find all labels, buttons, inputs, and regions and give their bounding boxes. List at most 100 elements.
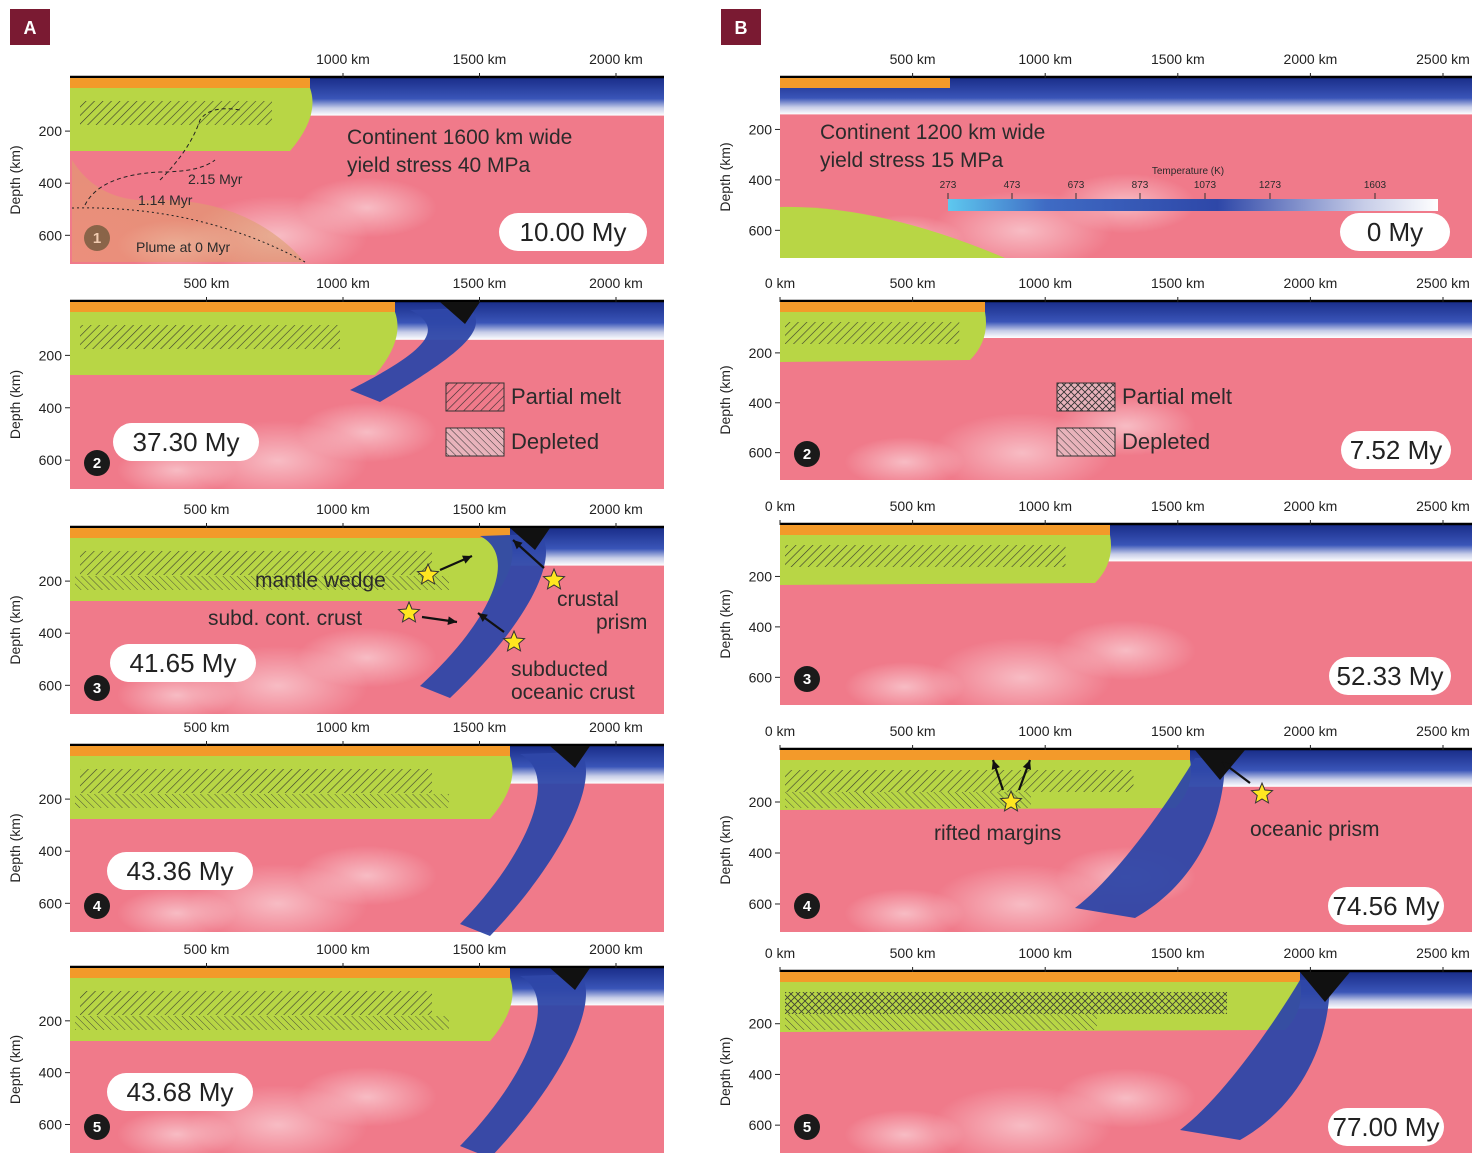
arrow-oceanic-prism-head	[1222, 762, 1232, 771]
subpanel-number-circle	[84, 675, 110, 701]
time-badge-box	[1328, 1108, 1444, 1146]
x-tick-label: 1500 km	[453, 719, 507, 735]
partial-melt-region	[785, 545, 1066, 567]
time-badge-box	[1341, 431, 1451, 469]
x-tick-label: 1500 km	[453, 275, 507, 291]
colorbar	[948, 199, 1438, 211]
time-badge-box	[1328, 887, 1444, 925]
x-tick-label: 1000 km	[1018, 51, 1072, 67]
mantle-swirl	[116, 1109, 237, 1153]
column-b: 200 400 600 Depth (km) 500 km 1000 km 1500 km 2…	[717, 51, 1472, 1153]
depth-tick-label: 200	[749, 568, 773, 584]
continental-crust	[780, 302, 985, 312]
depleted-region	[75, 794, 449, 808]
star-mantle-wedge	[416, 562, 440, 585]
subpanel-number-circle	[84, 893, 110, 919]
subducting-slab	[350, 308, 476, 402]
subpanel-number: 2	[803, 446, 811, 463]
legend-depleted: Depleted	[511, 429, 599, 454]
depth-tick-label: 200	[749, 794, 773, 810]
mantle-swirl	[844, 661, 965, 712]
depth-tick-label: 600	[39, 1116, 63, 1132]
depth-axis-label: Depth (km)	[717, 1037, 733, 1106]
sediment-prism	[1300, 972, 1350, 1002]
time-badge-box	[113, 423, 259, 461]
annotation-subd-cont-crust: subd. cont. crust	[208, 607, 362, 630]
x-tick-label: 2000 km	[1284, 723, 1338, 739]
sediment-prism	[1195, 750, 1245, 780]
x-tick-label: 500 km	[184, 719, 230, 735]
depth-tick-label: 600	[749, 669, 773, 685]
plume-contour-0	[71, 207, 306, 263]
subducting-slab	[460, 974, 586, 1153]
x-tick-label: 500 km	[890, 275, 936, 291]
depth-tick-label: 200	[39, 791, 63, 807]
x-tick-label: 1500 km	[453, 51, 507, 67]
time-badge: 74.56 My	[1333, 891, 1440, 921]
depth-tick-label: 200	[749, 345, 773, 361]
time-badge: 10.00 My	[520, 217, 627, 247]
colorbar-tick-label: 473	[1004, 180, 1021, 191]
legend-b-partial-melt: Partial melt	[1122, 384, 1232, 409]
mantle-swirl	[844, 1109, 965, 1153]
plume-contour-1	[84, 159, 216, 206]
arrow-rifted-margin-1-head	[991, 760, 1000, 770]
star-oceanic-prism	[1250, 781, 1274, 804]
panel-label-b-box	[721, 9, 761, 45]
plume-contour-2	[159, 108, 241, 181]
panel-label-a-box	[10, 9, 50, 45]
x-tick-label: 1000 km	[1018, 275, 1072, 291]
depth-tick-label: 400	[39, 400, 63, 416]
continental-crust	[70, 528, 510, 538]
column-a: 200 400 600 Depth (km) 1000 km 1500 km 2000 km…	[7, 51, 664, 1153]
depth-axis-label: Depth (km)	[717, 365, 733, 434]
partial-melt-region	[785, 770, 1134, 792]
depth-tick-label: 400	[749, 395, 773, 411]
time-badge: 7.52 My	[1350, 435, 1443, 465]
depth-axis-label: Depth (km)	[7, 813, 23, 882]
depleted-region	[75, 576, 449, 590]
subpanel-number-circle	[794, 1114, 820, 1140]
legend-partial-melt-swatch	[445, 382, 505, 412]
arrow-crustal-prism-head	[513, 540, 523, 550]
depth-tick-label: 600	[39, 895, 63, 911]
depth-tick-label: 200	[39, 347, 63, 363]
depleted-region	[785, 792, 1031, 808]
mantle-swirl	[297, 177, 437, 238]
annotation-crustal: crustal	[557, 588, 619, 611]
subpanel-number: 2	[93, 455, 101, 472]
star-subd-cont-crust	[397, 600, 421, 623]
time-badge: 37.30 My	[133, 427, 240, 457]
subpanel-a-3: 200 400 600 Depth (km) 500 km 1000 km 1500 km 2…	[7, 501, 664, 726]
x-tick-label: 2000 km	[1284, 275, 1338, 291]
star-subducted-oc	[502, 629, 526, 652]
mantle-swirl	[1056, 1068, 1196, 1129]
arrow-rifted-margin-2-head	[1022, 760, 1031, 770]
time-badge: 0 My	[1367, 217, 1423, 247]
continental-crust	[70, 302, 395, 312]
x-tick-label: 1500 km	[1151, 498, 1205, 514]
partial-melt-region	[80, 101, 272, 125]
subpanel-number: 4	[93, 898, 102, 915]
x-tick-label: 500 km	[890, 498, 936, 514]
depth-axis-label: Depth (km)	[717, 815, 733, 884]
depth-tick-label: 400	[749, 619, 773, 635]
continental-crust	[70, 78, 310, 88]
colorbar-tick-label: 673	[1068, 180, 1085, 191]
annotation-mantle-wedge: mantle wedge	[255, 569, 386, 592]
x-tick-label: 2000 km	[589, 941, 643, 957]
subpanel-number: 5	[803, 1119, 811, 1136]
contour-label-2-15: 2.15 Myr	[188, 171, 243, 187]
time-badge: 77.00 My	[1333, 1112, 1440, 1142]
x-tick-label: 2500 km	[1416, 498, 1470, 514]
continental-crust	[780, 750, 1190, 760]
colorbar-tick-label: 873	[1132, 180, 1149, 191]
x-tick-label: 2000 km	[589, 719, 643, 735]
annotation-oceanic-prism: oceanic prism	[1250, 818, 1380, 841]
partial-melt-region	[785, 322, 960, 344]
x-tick-label: 2500 km	[1416, 275, 1470, 291]
subpanel-number: 5	[93, 1119, 101, 1136]
x-tick-label: 2000 km	[589, 501, 643, 517]
mantle-swirl	[297, 845, 437, 906]
